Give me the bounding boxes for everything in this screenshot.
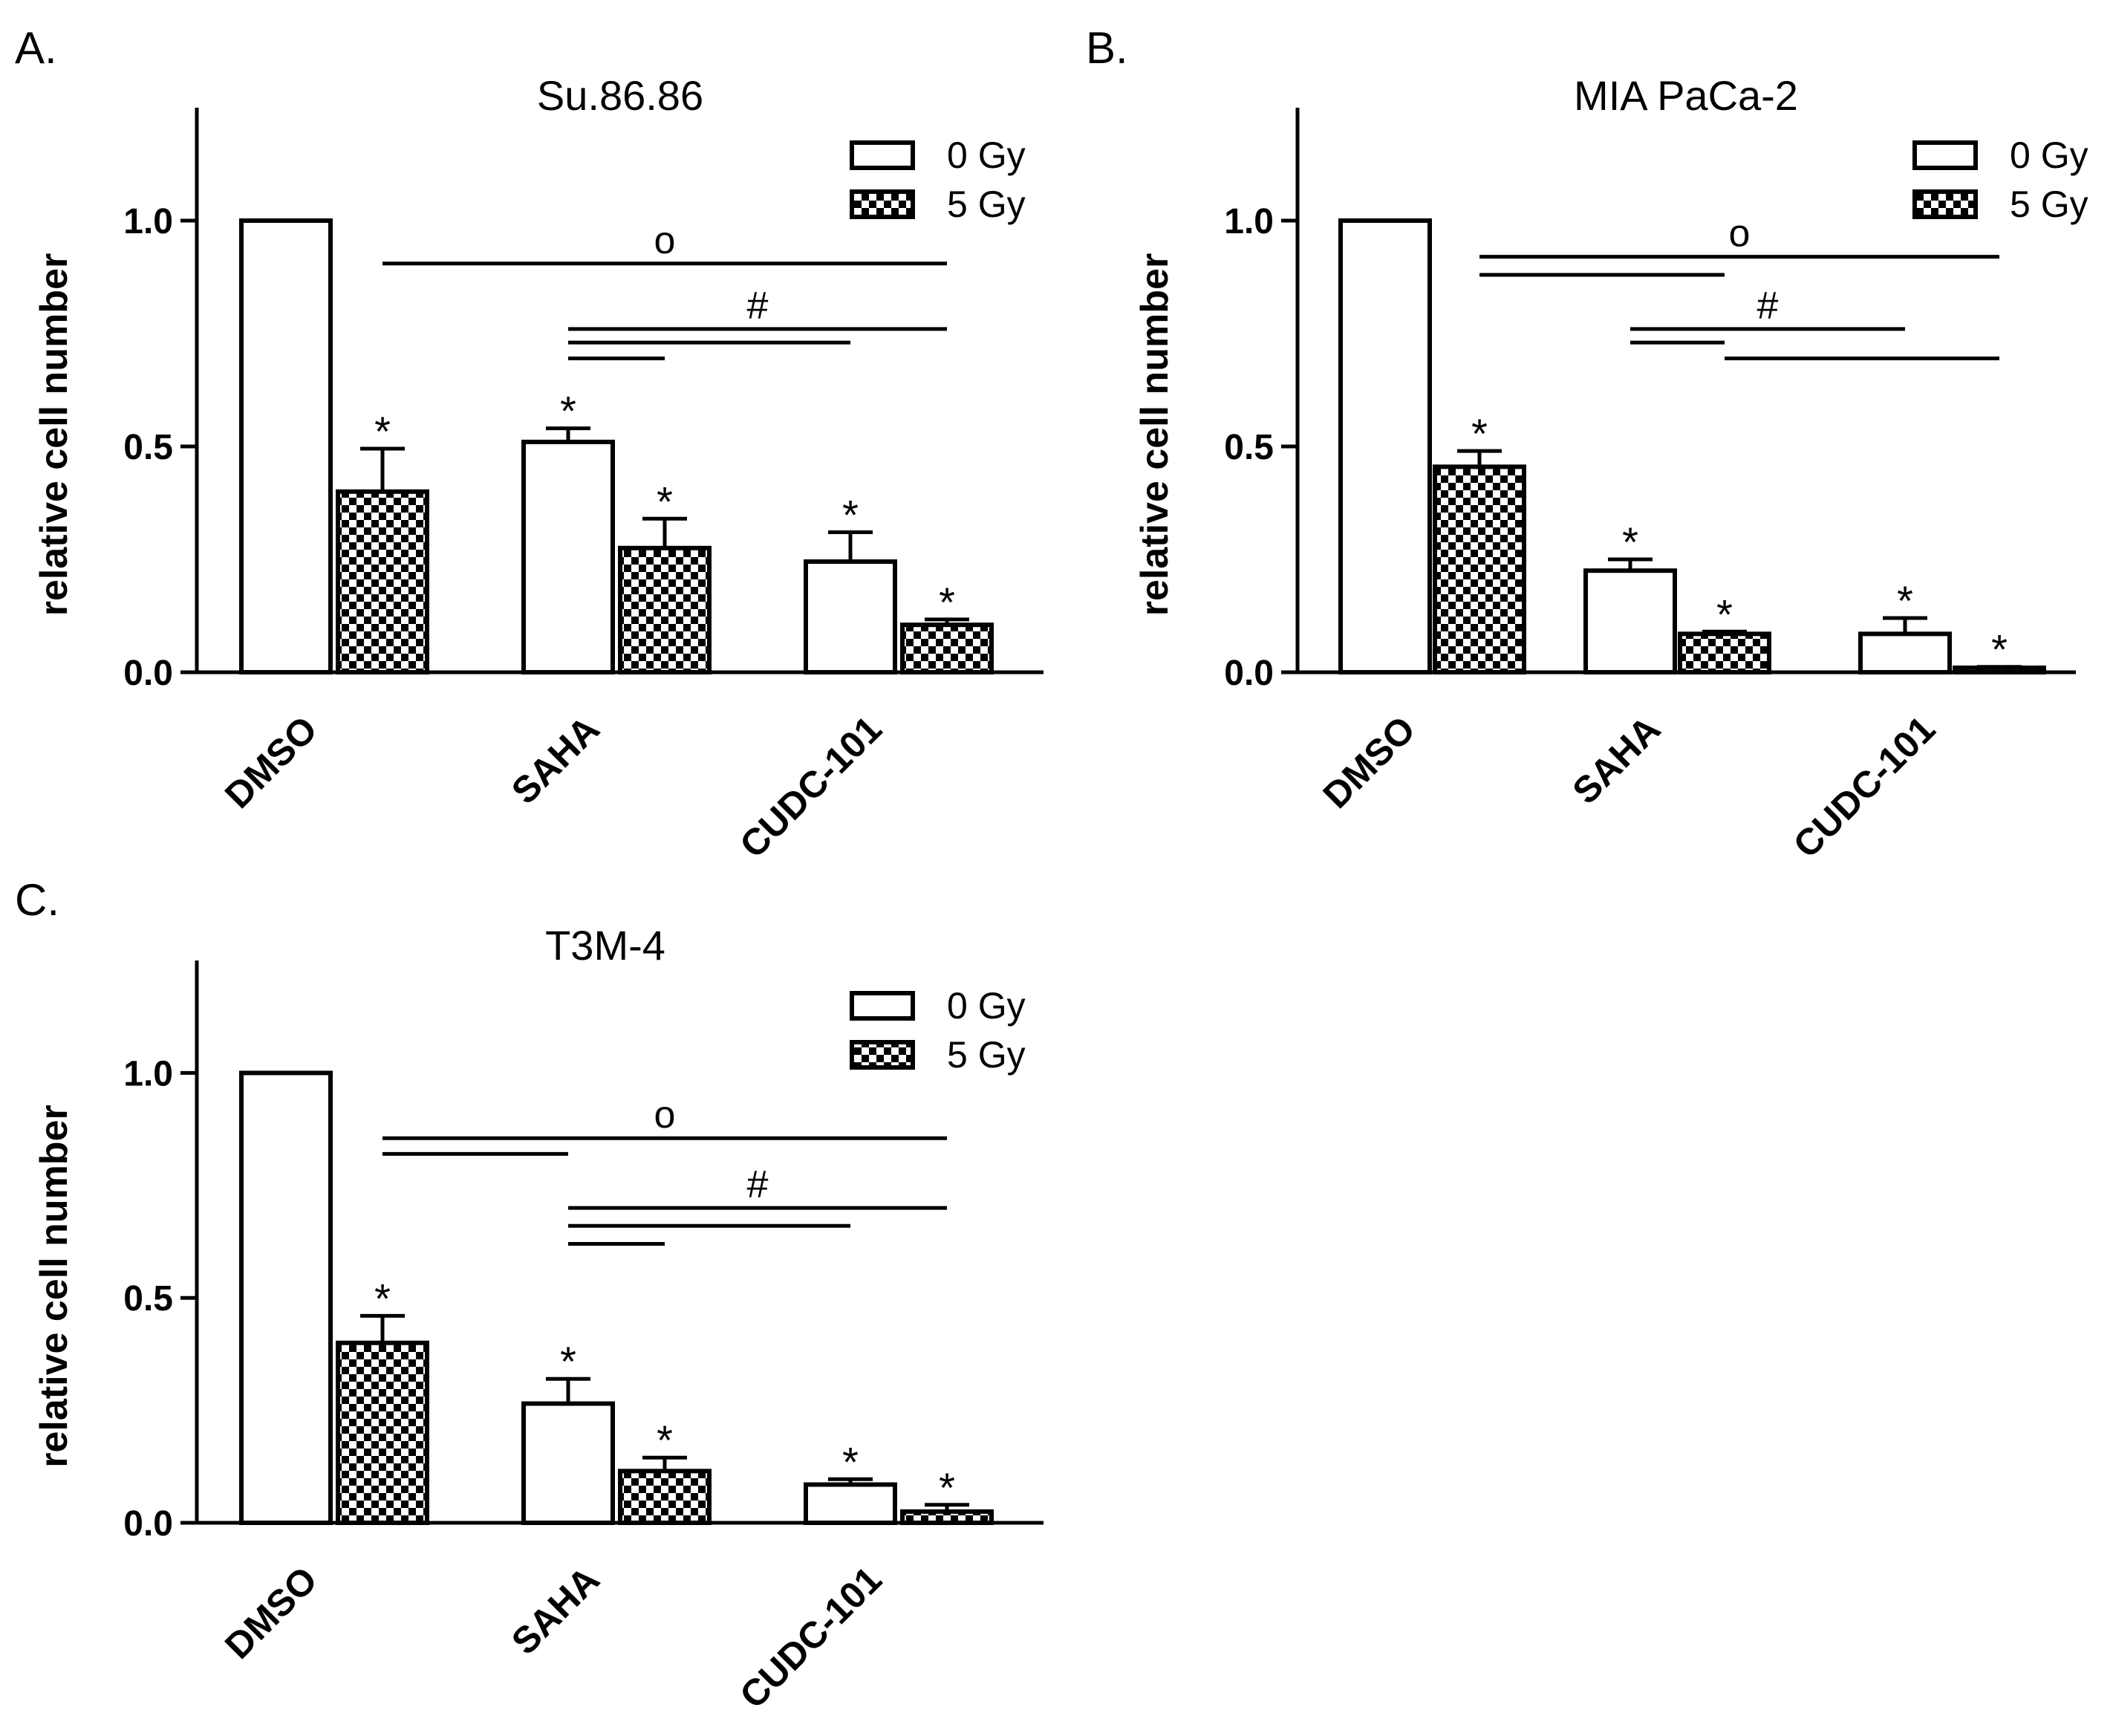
significance-star: * [374, 408, 391, 455]
significance-star: * [1471, 410, 1488, 457]
legend-label: 0 Gy [947, 985, 1026, 1027]
y-axis-label: relative cell number [33, 253, 76, 616]
significance-symbol: # [1757, 285, 1779, 328]
y-tick-label: 0.5 [123, 1279, 173, 1319]
significance-star: * [842, 1438, 859, 1485]
x-category-label: SAHA [504, 1558, 608, 1662]
significance-star: * [939, 1464, 955, 1511]
y-tick-label: 1.0 [123, 202, 173, 241]
x-category-label: DMSO [217, 708, 325, 816]
x-category-label: SAHA [1564, 708, 1668, 812]
bar-saha-5gy [1678, 631, 1771, 675]
panel-label: C. [15, 875, 59, 925]
legend-swatch [850, 189, 915, 219]
significance-symbol: o [654, 1093, 676, 1137]
x-category-label: CUDC-101 [732, 1558, 889, 1716]
significance-star: * [939, 579, 955, 625]
bar-dmso-5gy [336, 1340, 429, 1526]
legend-label: 5 Gy [947, 1034, 1026, 1076]
bar-saha-0gy [521, 1401, 615, 1525]
x-category-label: DMSO [1315, 708, 1424, 816]
significance-star: * [1622, 518, 1638, 565]
legend-swatch [1912, 140, 1978, 170]
legend-swatch [1912, 189, 1978, 219]
x-category-label: SAHA [504, 708, 608, 812]
chart-title: Su.86.86 [537, 72, 703, 119]
y-tick-label: 1.0 [1224, 202, 1274, 241]
significance-star: * [842, 492, 859, 539]
bar-saha-5gy [618, 545, 712, 674]
significance-star: * [560, 388, 576, 435]
y-axis-label: relative cell number [33, 1105, 76, 1467]
legend-label: 0 Gy [2010, 134, 2088, 176]
bar-cudc-101-0gy [804, 559, 897, 674]
y-tick-label: 0.0 [123, 654, 173, 693]
significance-symbol: o [654, 219, 676, 262]
y-axis-label: relative cell number [1133, 253, 1176, 616]
legend-label: 0 Gy [947, 134, 1026, 176]
significance-symbol: o [1729, 212, 1751, 256]
bar-cudc-101-5gy [900, 1509, 994, 1525]
y-tick-label: 0.0 [123, 1504, 173, 1544]
chart-panel-2: B. MIA PaCa-2 relative cell number 0.0 0.5 1.… [1086, 23, 2088, 866]
y-tick-label: 0.5 [1224, 428, 1274, 467]
bar-dmso-0gy [239, 1070, 333, 1525]
legend-label: 5 Gy [2010, 183, 2088, 225]
chart-panel-1: A. Su.86.86 relative cell number 0.0 0.5 1.0 *… [15, 23, 1044, 866]
significance-symbol: # [747, 1163, 769, 1206]
bar-cudc-101-0gy [804, 1482, 897, 1526]
significance-symbol: # [747, 285, 769, 328]
panel-label: B. [1086, 23, 1128, 73]
chart-title: T3M-4 [545, 922, 665, 969]
x-category-label: CUDC-101 [732, 708, 889, 865]
significance-star: * [560, 1338, 576, 1385]
significance-star: * [657, 478, 673, 524]
significance-star: * [1991, 626, 2008, 673]
legend-swatch [850, 991, 915, 1021]
significance-star: * [374, 1275, 391, 1321]
bar-saha-5gy [618, 1469, 712, 1525]
y-tick-label: 0.0 [1224, 654, 1274, 693]
x-category-label: CUDC-101 [1785, 708, 1943, 865]
bar-saha-0gy [521, 439, 615, 674]
bar-dmso-0gy [239, 218, 333, 674]
chart-panel-3: C. T3M-4 relative cell number 0.0 0.5 1.0 * * * *… [15, 875, 1044, 1717]
panel-label: A. [15, 23, 57, 73]
bar-dmso-5gy [336, 489, 429, 674]
significance-star: * [1897, 577, 1913, 624]
y-tick-label: 0.5 [123, 428, 173, 467]
bar-cudc-101-0gy [1858, 631, 1952, 675]
legend-swatch [850, 140, 915, 170]
chart-title: MIA PaCa-2 [1574, 72, 1798, 119]
legend-label: 5 Gy [947, 183, 1026, 225]
bar-dmso-5gy [1433, 464, 1526, 674]
significance-star: * [657, 1417, 673, 1463]
legend-swatch [850, 1040, 915, 1070]
bar-saha-0gy [1583, 568, 1677, 675]
bar-dmso-0gy [1338, 218, 1432, 674]
significance-star: * [1716, 591, 1733, 637]
y-tick-label: 1.0 [123, 1054, 173, 1093]
x-category-label: DMSO [217, 1558, 325, 1667]
bar-cudc-101-5gy [900, 622, 994, 674]
